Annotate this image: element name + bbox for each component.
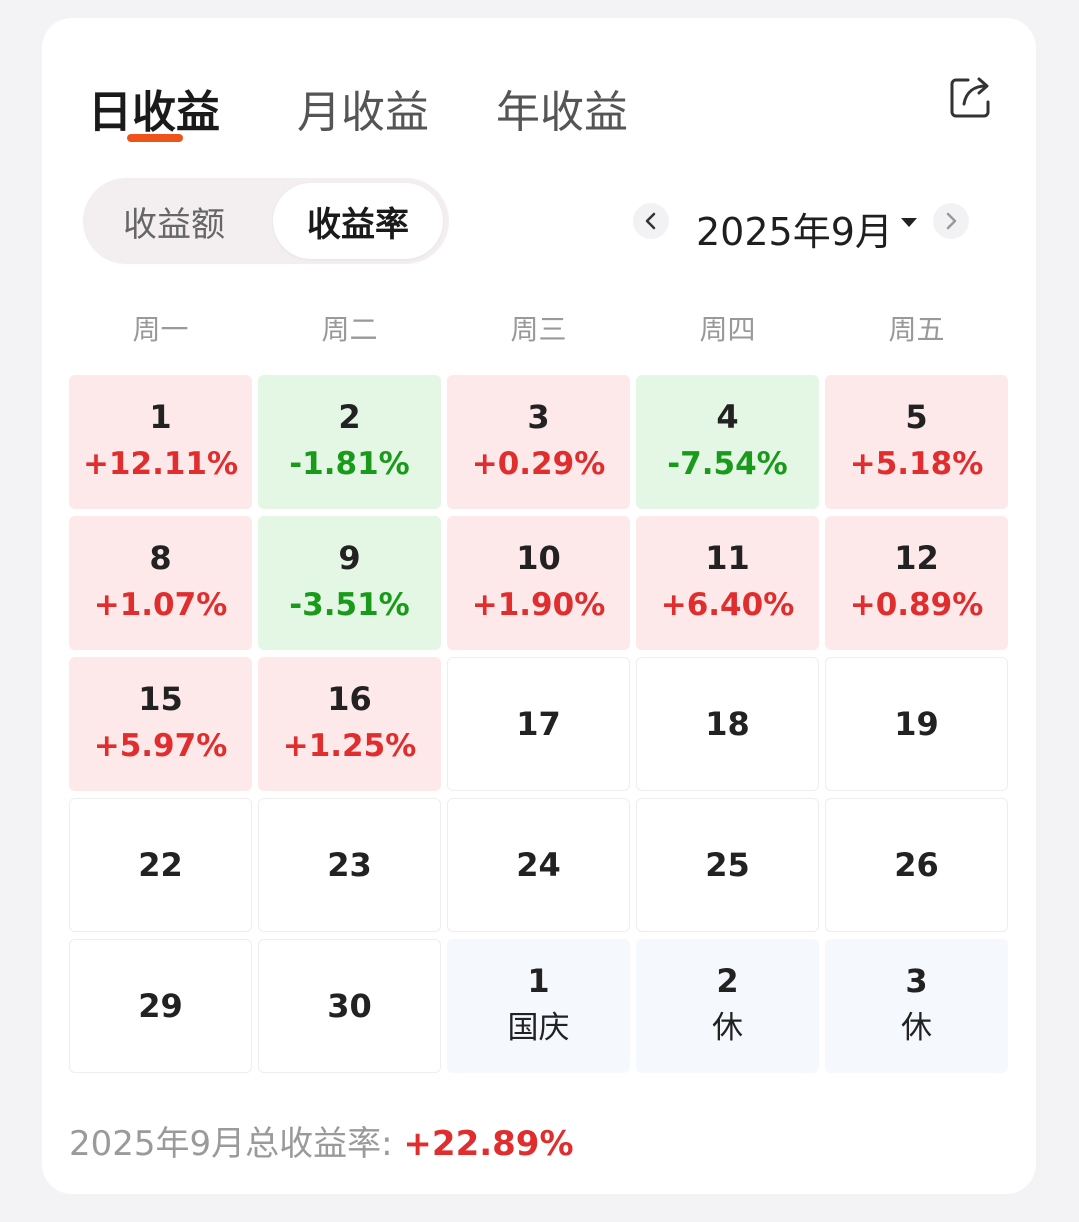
calendar-day-cell[interactable]: 1 国庆 bbox=[447, 939, 630, 1073]
day-number: 16 bbox=[327, 680, 372, 718]
weekday-label: 周五 bbox=[888, 313, 945, 346]
day-number: 8 bbox=[149, 539, 172, 577]
day-number: 26 bbox=[894, 846, 939, 884]
calendar-day-cell[interactable]: 29 bbox=[69, 939, 252, 1073]
weekday-label: 周四 bbox=[699, 313, 756, 346]
calendar-day-cell[interactable]: 8 +1.07% bbox=[69, 516, 252, 650]
month-picker[interactable]: 2025年9月 bbox=[696, 198, 917, 258]
day-return-rate: +0.29% bbox=[471, 446, 606, 482]
day-number: 9 bbox=[338, 539, 361, 577]
tab-daily-profit[interactable]: 日收益 bbox=[88, 87, 220, 138]
day-return-rate: +5.97% bbox=[93, 728, 228, 764]
day-return-rate: +1.25% bbox=[282, 728, 417, 764]
calendar-day-cell[interactable]: 5 +5.18% bbox=[825, 375, 1008, 509]
day-return-rate: +5.18% bbox=[849, 446, 984, 482]
day-return-rate: +12.11% bbox=[82, 446, 239, 482]
share-icon[interactable] bbox=[948, 74, 994, 120]
day-number: 5 bbox=[905, 398, 928, 436]
weekday-label: 周一 bbox=[132, 313, 189, 346]
monthly-total: 2025年9月总收益率: +22.89% bbox=[69, 1116, 574, 1165]
calendar-day-cell[interactable]: 10 +1.90% bbox=[447, 516, 630, 650]
weekday-label: 周三 bbox=[510, 313, 567, 346]
calendar-day-cell[interactable]: 3 +0.29% bbox=[447, 375, 630, 509]
day-number: 23 bbox=[327, 846, 372, 884]
monthly-total-value: +22.89% bbox=[403, 1124, 574, 1164]
day-number: 12 bbox=[894, 539, 939, 577]
day-number: 4 bbox=[716, 398, 739, 436]
calendar-day-cell[interactable]: 11 +6.40% bbox=[636, 516, 819, 650]
day-return-rate: +0.89% bbox=[849, 587, 984, 623]
day-number: 3 bbox=[527, 398, 550, 436]
day-return-rate: -1.81% bbox=[289, 446, 410, 482]
day-number: 11 bbox=[705, 539, 750, 577]
day-number: 24 bbox=[516, 846, 561, 884]
calendar-day-cell[interactable]: 4 -7.54% bbox=[636, 375, 819, 509]
day-number: 25 bbox=[705, 846, 750, 884]
day-number: 19 bbox=[894, 705, 939, 743]
calendar-day-cell[interactable]: 12 +0.89% bbox=[825, 516, 1008, 650]
day-return-rate: -3.51% bbox=[289, 587, 410, 623]
day-note: 休 bbox=[901, 1010, 932, 1046]
day-number: 30 bbox=[327, 987, 372, 1025]
monthly-total-label: 2025年9月总收益率: bbox=[69, 1124, 404, 1164]
day-note: 休 bbox=[712, 1010, 743, 1046]
active-tab-indicator bbox=[127, 134, 183, 142]
calendar-day-cell[interactable]: 9 -3.51% bbox=[258, 516, 441, 650]
segment-profit-amount[interactable]: 收益额 bbox=[123, 204, 225, 245]
calendar-day-cell[interactable]: 17 bbox=[447, 657, 630, 791]
day-number: 22 bbox=[138, 846, 183, 884]
calendar-grid: 1 +12.11% 2 -1.81% 3 +0.29% 4 -7.54% 5 +5.18% 8 +1.… bbox=[69, 375, 1009, 1073]
calendar-day-cell[interactable]: 2 -1.81% bbox=[258, 375, 441, 509]
calendar-day-cell[interactable]: 22 bbox=[69, 798, 252, 932]
day-number: 1 bbox=[149, 398, 172, 436]
weekday-header: 周一 周二 周三 周四 周五 bbox=[69, 308, 1009, 352]
tab-yearly-profit[interactable]: 年收益 bbox=[496, 87, 628, 138]
calendar-day-cell[interactable]: 24 bbox=[447, 798, 630, 932]
weekday-label: 周二 bbox=[321, 313, 378, 346]
chevron-left-icon[interactable] bbox=[633, 203, 669, 239]
calendar-day-cell[interactable]: 23 bbox=[258, 798, 441, 932]
day-number: 1 bbox=[527, 962, 550, 1000]
calendar-day-cell[interactable]: 16 +1.25% bbox=[258, 657, 441, 791]
day-number: 2 bbox=[716, 962, 739, 1000]
calendar-day-cell[interactable]: 1 +12.11% bbox=[69, 375, 252, 509]
metric-segmented-control: 收益额 收益率 bbox=[83, 178, 449, 264]
day-number: 18 bbox=[705, 705, 750, 743]
day-return-rate: +1.90% bbox=[471, 587, 606, 623]
tab-monthly-profit[interactable]: 月收益 bbox=[297, 87, 429, 138]
day-number: 17 bbox=[516, 705, 561, 743]
calendar-day-cell[interactable]: 26 bbox=[825, 798, 1008, 932]
day-return-rate: +6.40% bbox=[660, 587, 795, 623]
calendar-day-cell[interactable]: 18 bbox=[636, 657, 819, 791]
day-note: 国庆 bbox=[507, 1010, 570, 1046]
calendar-day-cell[interactable]: 15 +5.97% bbox=[69, 657, 252, 791]
caret-down-icon bbox=[900, 217, 917, 227]
profit-calendar-card: 日收益 月收益 年收益 收益额 收益率 2025年9月 周一 周二 周三 周四 … bbox=[42, 18, 1036, 1194]
day-number: 29 bbox=[138, 987, 183, 1025]
day-return-rate: +1.07% bbox=[93, 587, 228, 623]
chevron-right-icon[interactable] bbox=[933, 203, 969, 239]
day-number: 3 bbox=[905, 962, 928, 1000]
day-number: 15 bbox=[138, 680, 183, 718]
calendar-day-cell[interactable]: 19 bbox=[825, 657, 1008, 791]
day-number: 2 bbox=[338, 398, 361, 436]
segment-profit-rate[interactable]: 收益率 bbox=[273, 183, 443, 259]
day-number: 10 bbox=[516, 539, 561, 577]
day-return-rate: -7.54% bbox=[667, 446, 788, 482]
month-label: 2025年9月 bbox=[696, 209, 893, 254]
calendar-day-cell[interactable]: 25 bbox=[636, 798, 819, 932]
calendar-day-cell[interactable]: 30 bbox=[258, 939, 441, 1073]
